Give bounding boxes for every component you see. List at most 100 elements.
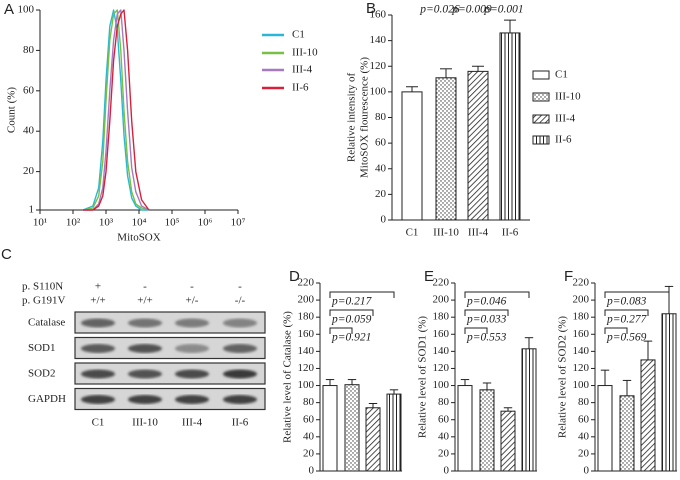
x-tick-label: C1 [406,227,419,239]
y-tick-label: 80 [438,396,450,408]
blot-band [175,395,209,404]
blot-band [223,318,257,328]
genotype-label: p. G191V [22,295,65,307]
legend-label: III-10 [555,91,581,103]
legend-label: C1 [292,29,305,41]
p-value: p=0.009 [451,4,492,16]
p-value: p=0.026 [419,4,460,16]
y-tick-label: 160 [433,328,450,340]
y-tick-label: 100 [433,379,450,391]
blot-strip [74,362,266,385]
blot-band [128,318,162,328]
lane-label: II-6 [232,417,249,429]
y-tick-label: 180 [298,311,315,323]
p-value: p=0.001 [483,4,523,16]
panel-label: B [366,0,376,17]
y-tick-label: 0 [381,214,387,226]
legend-swatch [532,70,550,80]
x-tick-label: 10² [66,217,81,229]
legend-label: III-10 [292,47,318,59]
p-value: p=0.033 [466,314,507,326]
series-line [82,9,150,211]
p-value: p=0.921 [331,332,371,344]
bracket [329,291,395,298]
y-tick-label: 120 [433,362,450,374]
genotype-value: +/+ [90,295,105,307]
x-tick-label: III-10 [433,227,459,239]
lane-label: III-4 [182,417,203,429]
y-axis-label: Count (%) [6,87,18,133]
legend-label: III-4 [555,113,576,125]
y-tick-label: 1 [29,204,35,216]
legend-label: II-6 [555,134,572,146]
x-tick-label: III-4 [468,227,489,239]
legend-swatch [532,135,550,145]
blot-band [81,369,115,379]
y-tick-label: 20 [375,188,387,200]
blot-strip [74,387,266,411]
bracket [464,309,509,316]
y-tick-label: 120 [573,362,590,374]
y-tick-label: 220 [573,277,590,289]
bracket [464,291,530,298]
bar [365,407,381,472]
y-tick-label: 160 [298,328,315,340]
bar [661,313,677,472]
y-tick-label: 60 [578,413,590,425]
blot-band [128,395,162,404]
y-tick-label: 20 [303,447,315,459]
blot-band [223,395,257,404]
blot-band [128,344,162,353]
blot-strip [74,336,266,360]
bracket [604,309,649,316]
protein-label: Catalase [28,317,65,329]
bracket [604,291,670,298]
genotype-value: - [190,281,194,293]
genotype-value: - [143,281,147,293]
p-value: p=0.569 [606,332,647,344]
lane-label: C1 [92,417,105,429]
series-line [82,9,150,211]
bar [521,348,537,472]
genotype-value: +/+ [137,295,152,307]
panel-label: A [4,1,14,18]
bar [386,393,402,472]
bar [640,359,656,472]
p-value: p=0.083 [606,296,647,308]
bar [500,410,516,472]
blot-strip [74,311,266,334]
legend-label: II-6 [292,82,309,94]
bar [499,32,521,221]
blot-band [128,369,162,379]
p-value: p=0.217 [331,296,373,308]
y-tick-label: 140 [433,345,450,357]
y-tick-label: 140 [370,34,387,46]
blot-band [81,395,115,404]
y-tick-label: 40 [375,162,387,174]
legend-swatch [532,92,550,102]
bar [457,385,473,472]
bar [479,389,495,472]
y-tick-label: 40 [303,430,315,442]
y-tick-label: 200 [433,294,450,306]
blot-band [175,344,209,353]
bracket [464,327,488,334]
y-tick-label: 60 [303,413,315,425]
bar [467,70,489,221]
legend-swatch [532,114,550,124]
y-tick-label: 120 [298,362,315,374]
y-tick-label: 220 [298,277,315,289]
x-tick-label: 10⁵ [165,217,180,229]
y-tick-label: 20 [438,447,450,459]
panel-label: F [564,268,573,285]
p-value: p=0.046 [466,296,507,308]
bar [435,77,457,221]
y-tick-label: 180 [433,311,450,323]
y-tick-label: 100 [18,4,35,16]
y-tick-label: 40 [23,125,35,137]
y-axis-label: Relative level of Catalase (%) [282,311,294,443]
y-tick-label: 100 [298,379,315,391]
y-tick-label: 20 [578,447,590,459]
protein-label: SOD2 [28,368,56,380]
